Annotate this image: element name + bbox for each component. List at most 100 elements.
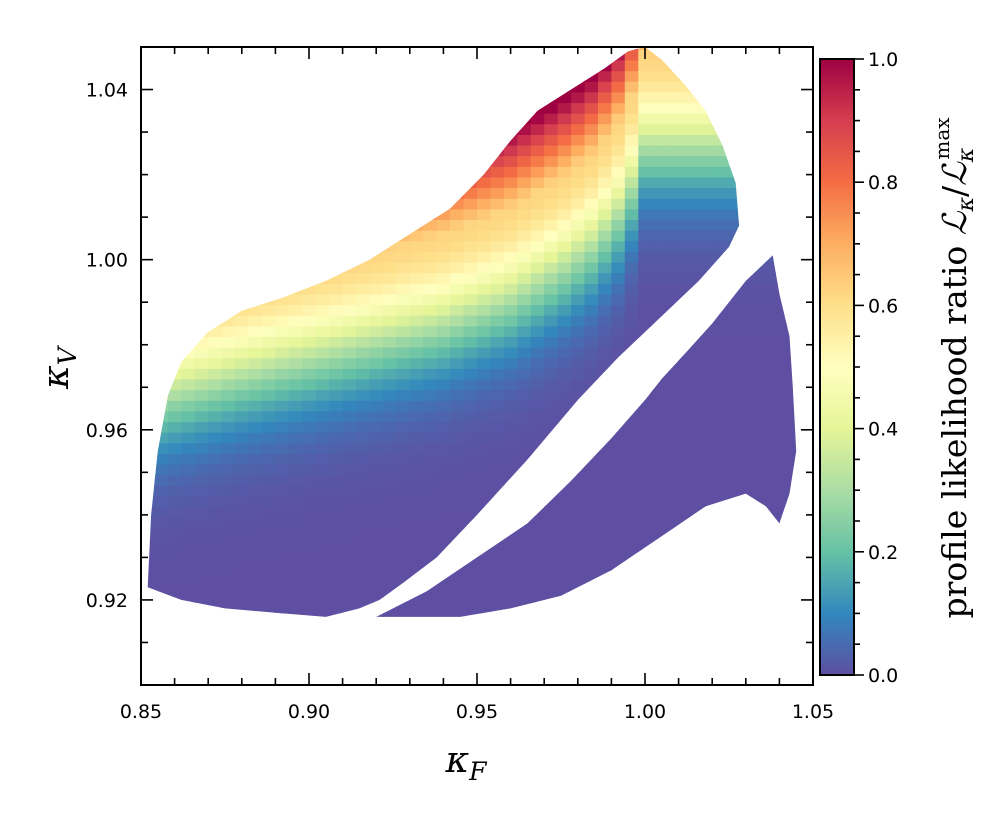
density-cell	[315, 315, 330, 327]
density-cell	[651, 325, 666, 337]
density-cell	[463, 400, 478, 412]
density-cell	[302, 198, 317, 210]
density-cell	[503, 304, 519, 316]
density-cell	[759, 527, 774, 539]
density-cell	[678, 463, 693, 476]
density-cell	[194, 315, 209, 327]
density-cell	[665, 548, 680, 561]
density-cell	[315, 368, 330, 380]
density-cell	[194, 219, 209, 231]
density-cell	[786, 134, 797, 146]
density-cell	[222, 623, 236, 634]
density-cell	[436, 346, 451, 359]
density-cell	[759, 336, 774, 348]
density-cell	[302, 389, 317, 401]
density-cell	[800, 528, 814, 539]
density-cell	[423, 283, 438, 295]
density-cell	[638, 442, 653, 454]
density-cell	[147, 378, 156, 391]
density-cell	[598, 527, 613, 539]
density-cell	[181, 612, 196, 617]
density-cell	[235, 538, 250, 550]
density-cell	[530, 208, 545, 220]
density-cell	[329, 495, 344, 508]
density-cell	[745, 240, 760, 252]
density-cell	[423, 580, 438, 593]
density-cell	[423, 612, 438, 617]
density-cell	[450, 219, 465, 231]
density-cell	[450, 187, 465, 199]
density-cell	[800, 272, 814, 283]
density-cell	[356, 517, 371, 529]
density-cell	[477, 527, 492, 539]
density-cell	[147, 336, 156, 348]
density-cell	[315, 389, 330, 401]
density-cell	[611, 315, 626, 327]
density-cell	[436, 325, 451, 337]
density-cell	[315, 293, 330, 306]
density-cell	[692, 81, 707, 93]
density-cell	[598, 144, 613, 157]
density-cell	[288, 315, 303, 327]
density-cell	[584, 240, 599, 252]
density-cell	[800, 60, 814, 71]
density-cell	[147, 155, 156, 167]
density-cell	[759, 474, 774, 486]
density-cell	[678, 559, 693, 571]
density-cell	[530, 47, 545, 50]
density-cell	[181, 389, 196, 401]
density-cell	[423, 570, 438, 582]
density-cell	[665, 155, 680, 167]
density-cell	[275, 81, 290, 93]
density-cell	[463, 198, 478, 210]
density-cell	[194, 527, 209, 539]
density-cell	[423, 304, 438, 316]
density-cell	[665, 272, 680, 284]
density-cell	[800, 177, 814, 188]
density-cell	[396, 251, 411, 263]
density-cell	[288, 389, 303, 401]
density-cell	[302, 240, 317, 252]
density-cell	[490, 112, 505, 125]
density-cell	[651, 49, 666, 61]
density-cell	[288, 283, 303, 295]
density-cell	[262, 102, 277, 114]
density-cell	[665, 368, 680, 380]
density-cell	[718, 442, 734, 454]
density-cell	[154, 548, 169, 561]
density-cell	[275, 527, 290, 539]
density-cell	[490, 219, 505, 231]
density-cell	[221, 219, 236, 231]
density-cell	[503, 293, 519, 306]
density-cell	[544, 102, 559, 114]
density-cell	[530, 176, 545, 189]
density-cell	[423, 336, 438, 348]
density-cell	[665, 506, 680, 518]
density-cell	[208, 251, 223, 263]
density-cell	[356, 453, 371, 465]
density-cell	[302, 453, 317, 465]
density-cell	[638, 538, 653, 550]
density-cell	[517, 357, 532, 369]
density-cell	[544, 251, 559, 263]
density-cell	[638, 70, 653, 82]
density-cell	[463, 506, 478, 518]
density-cell	[409, 421, 424, 433]
density-cell	[477, 102, 492, 114]
density-cell	[732, 517, 747, 529]
density-cell	[544, 261, 559, 274]
density-cell	[275, 548, 290, 561]
density-cell	[396, 463, 411, 476]
density-cell	[369, 559, 384, 571]
density-cell	[611, 272, 626, 284]
density-cell	[356, 102, 371, 114]
density-cell	[235, 144, 250, 157]
density-cell	[288, 293, 303, 306]
density-cell	[396, 261, 411, 274]
density-cell	[235, 166, 250, 178]
density-cell	[557, 453, 572, 465]
density-cell	[571, 208, 586, 220]
density-cell	[571, 59, 586, 72]
density-cell	[262, 47, 277, 50]
density-cell	[221, 580, 236, 593]
